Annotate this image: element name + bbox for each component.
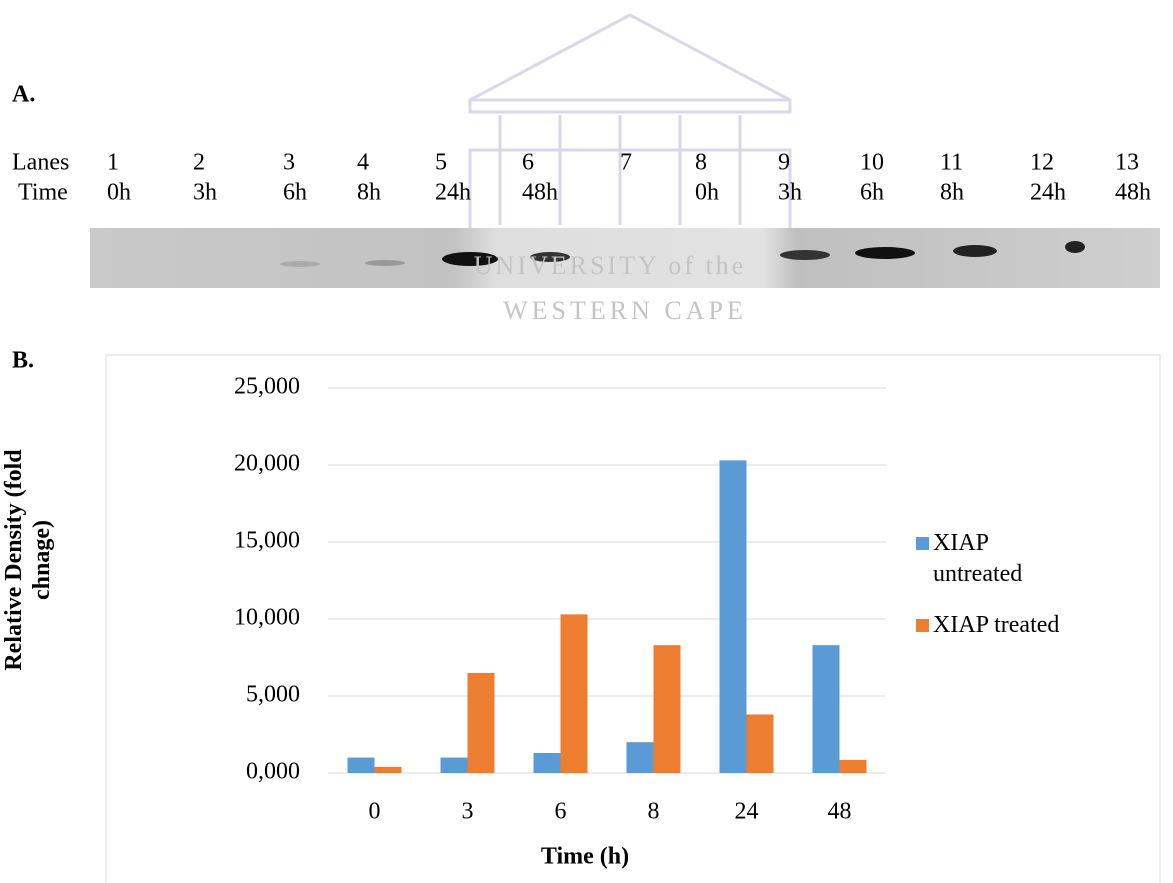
bar: [654, 645, 681, 773]
panel-label: B.: [12, 348, 34, 374]
x-tick-label: 48: [828, 799, 852, 825]
y-axis-title-line: chnage): [28, 425, 56, 695]
watermark-text: WESTERN CAPE: [503, 296, 747, 325]
time-label: 24h: [435, 180, 471, 206]
x-tick-label: 0: [369, 799, 381, 825]
lane-label: 3: [283, 150, 295, 176]
y-tick-label: 0,000: [246, 759, 300, 785]
lane-label: 6: [522, 150, 534, 176]
legend-swatch: [916, 537, 929, 550]
time-label: 0h: [107, 180, 131, 206]
y-tick-label: 25,000: [234, 374, 300, 400]
legend-item: XIAP untreated: [916, 528, 1086, 590]
figure-canvas: A. B. Lanes Time UNIVERSITY of the WESTE…: [0, 0, 1173, 883]
time-label: 6h: [860, 180, 884, 206]
watermark-building: [470, 15, 790, 230]
x-tick-label: 24: [735, 799, 759, 825]
lane-label: 8: [695, 150, 707, 176]
lane-label: 13: [1115, 150, 1139, 176]
time-label: 48h: [522, 180, 558, 206]
time-label: 0h: [695, 180, 719, 206]
y-tick-label: 5,000: [246, 682, 300, 708]
y-axis-title: Relative Density (fold chnage): [0, 425, 56, 695]
bar: [747, 714, 774, 773]
legend-label: XIAP treated: [933, 610, 1073, 641]
lane-label: 11: [940, 150, 963, 176]
bar: [561, 614, 588, 773]
bar: [840, 760, 867, 773]
bar: [375, 767, 402, 773]
y-axis-title-line: Relative Density (fold: [0, 425, 28, 695]
row-label: Time: [18, 180, 68, 206]
bar: [627, 742, 654, 773]
lane-label: 10: [860, 150, 884, 176]
y-tick-label: 20,000: [234, 451, 300, 477]
legend-swatch: [916, 619, 929, 632]
lane-label: 5: [435, 150, 447, 176]
bar: [813, 645, 840, 773]
bar: [720, 460, 747, 773]
bar: [348, 758, 375, 773]
lane-label: 2: [193, 150, 205, 176]
lane-label: 9: [778, 150, 790, 176]
time-label: 3h: [193, 180, 217, 206]
legend: XIAP untreated XIAP treated: [916, 528, 1086, 661]
lane-label: 7: [620, 150, 632, 176]
x-tick-label: 8: [648, 799, 660, 825]
time-label: 8h: [357, 180, 381, 206]
time-label: 3h: [778, 180, 802, 206]
time-label: 24h: [1030, 180, 1066, 206]
watermark-text: UNIVERSITY of the: [474, 251, 746, 280]
x-axis-title: Time (h): [541, 844, 629, 870]
legend-label: XIAP untreated: [933, 528, 1073, 590]
x-tick-label: 3: [462, 799, 474, 825]
time-label: 48h: [1115, 180, 1151, 206]
time-label: 8h: [940, 180, 964, 206]
x-tick-label: 6: [555, 799, 567, 825]
row-label: Lanes: [12, 150, 69, 176]
figure: A. B. Lanes Time UNIVERSITY of the WESTE…: [0, 0, 1173, 883]
y-tick-label: 10,000: [234, 605, 300, 631]
panel-label: A.: [12, 82, 35, 108]
bar: [441, 758, 468, 773]
time-label: 6h: [283, 180, 307, 206]
lane-label: 1: [107, 150, 119, 176]
bar: [534, 753, 561, 773]
lane-label: 12: [1030, 150, 1054, 176]
y-tick-label: 15,000: [234, 528, 300, 554]
lane-label: 4: [357, 150, 369, 176]
bar: [468, 673, 495, 773]
legend-item: XIAP treated: [916, 610, 1086, 641]
